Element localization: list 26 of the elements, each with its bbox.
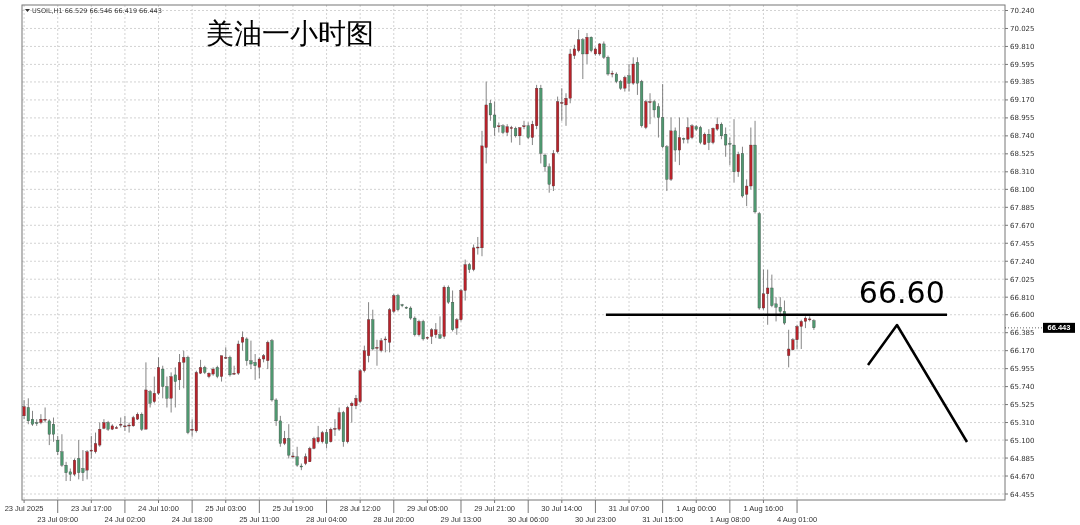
candlestick <box>98 422 102 448</box>
candlestick <box>123 415 127 432</box>
candlestick <box>686 117 690 144</box>
candlestick <box>585 32 589 65</box>
candlestick <box>81 449 85 482</box>
candlestick <box>799 319 803 350</box>
candlestick <box>228 355 232 377</box>
candlestick <box>26 397 30 425</box>
candlestick <box>787 329 791 368</box>
candlestick <box>581 37 585 80</box>
candlestick <box>169 371 173 413</box>
candlestick <box>287 423 291 459</box>
candlestick <box>627 63 631 92</box>
candlestick <box>35 418 39 427</box>
ref-line-label: 66.60 <box>858 274 945 310</box>
candlestick <box>119 417 123 428</box>
candlestick <box>245 336 249 367</box>
candlestick <box>795 324 799 350</box>
candlestick <box>22 399 26 420</box>
candlestick <box>77 439 81 480</box>
candlestick <box>648 92 652 125</box>
chart-title: 美油一小时图 <box>206 17 374 50</box>
candlestick <box>85 449 89 480</box>
candlestick <box>295 446 299 468</box>
candlestick <box>421 319 425 342</box>
candlestick <box>707 128 711 151</box>
